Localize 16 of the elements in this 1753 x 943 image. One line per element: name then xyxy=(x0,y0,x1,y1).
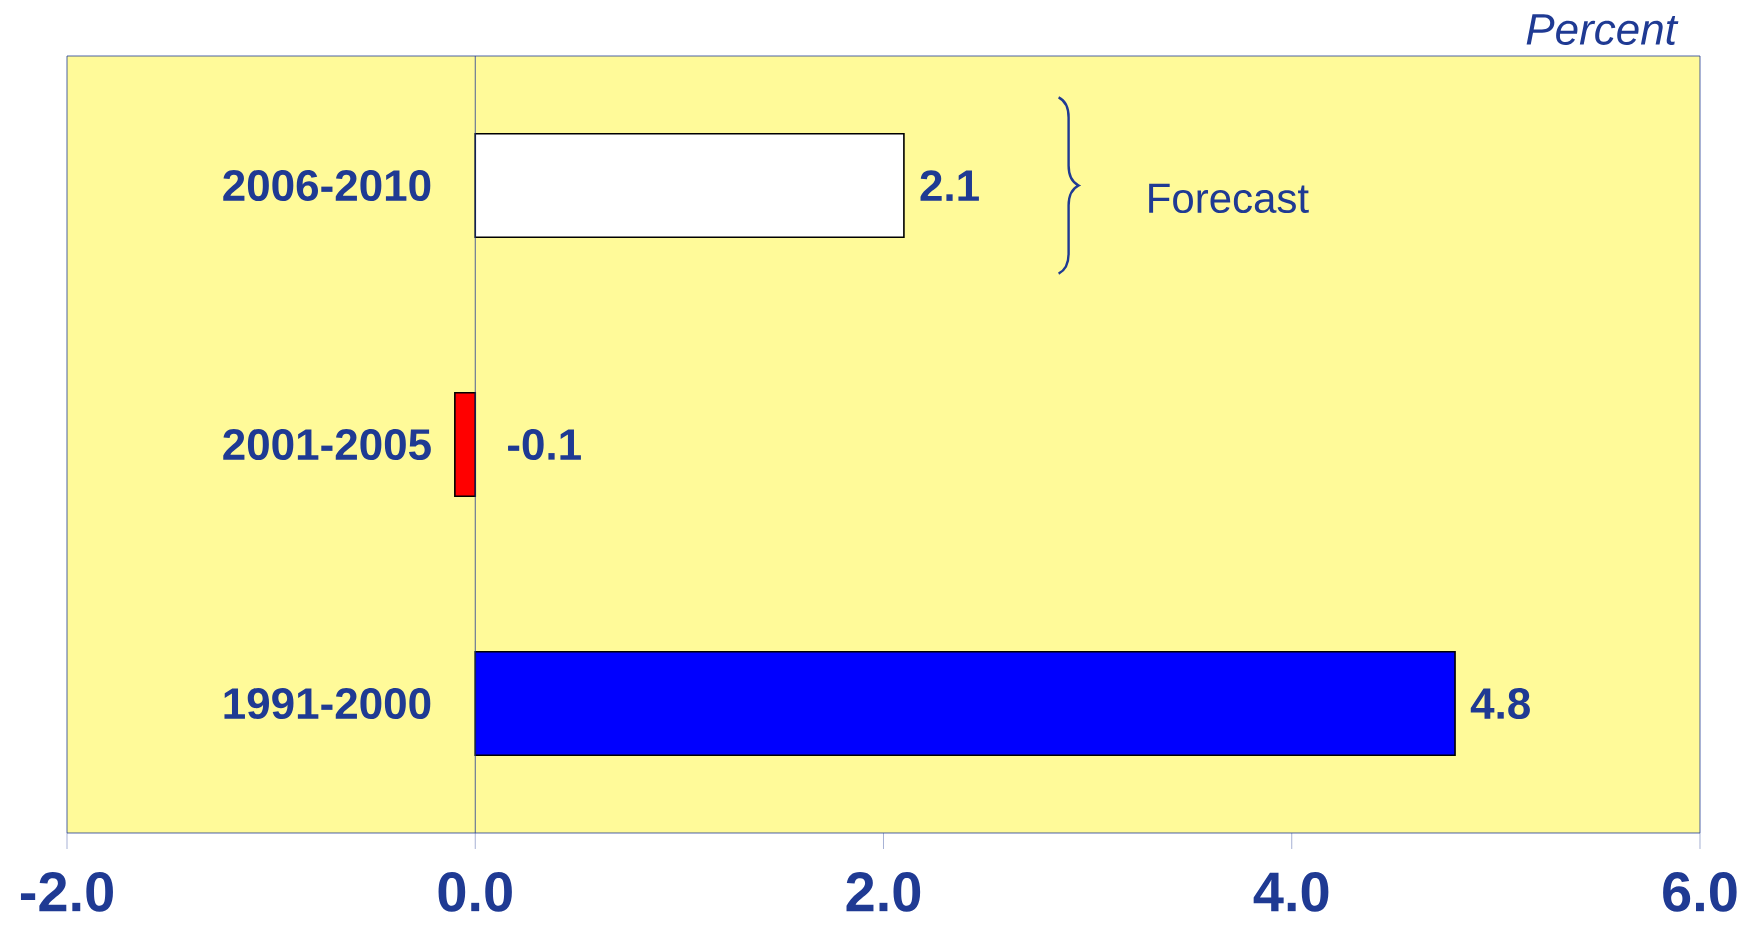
x-tick-label: 0.0 xyxy=(438,872,512,912)
y-tick-label: 2001-2005 xyxy=(223,428,431,461)
x-tick-label: 4.0 xyxy=(1253,872,1329,912)
bar xyxy=(474,132,905,239)
data-label: -0.1 xyxy=(508,428,581,461)
x-axis-title: Percent xyxy=(1526,14,1679,45)
bar xyxy=(474,650,1456,757)
y-tick-label: 2006-2010 xyxy=(223,169,431,202)
y-tick-label: 1991-2000 xyxy=(224,687,431,720)
x-tick-label: -2.0 xyxy=(20,872,113,912)
data-label: 2.1 xyxy=(920,170,979,201)
data-label: 4.8 xyxy=(1470,687,1530,720)
x-tick-label: 6.0 xyxy=(1663,872,1737,912)
x-tick-label: 2.0 xyxy=(846,872,921,912)
bar xyxy=(454,391,477,498)
annotation: Forecast xyxy=(1149,183,1309,214)
